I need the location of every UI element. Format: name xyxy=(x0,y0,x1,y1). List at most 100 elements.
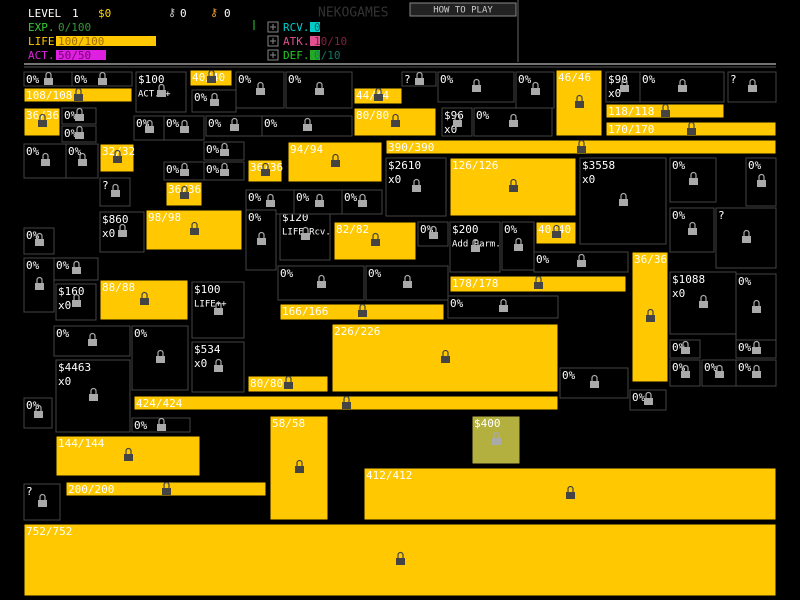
lock-icon xyxy=(76,107,83,114)
tile-label: 0% xyxy=(134,327,148,340)
tile-sublabel: x0 xyxy=(582,173,595,186)
key-count: 0 xyxy=(180,7,187,20)
tile-sublabel: x0 xyxy=(102,227,115,240)
tile-label: 0% xyxy=(26,259,40,272)
tile-label: 94/94 xyxy=(290,143,323,156)
lock-icon xyxy=(76,125,83,132)
lock-icon xyxy=(415,78,424,85)
lock-icon xyxy=(180,169,189,176)
lock-icon xyxy=(371,239,380,246)
how-to-play-label[interactable]: HOW TO PLAY xyxy=(433,6,493,16)
lock-icon xyxy=(392,113,399,120)
life-value: 100/100 xyxy=(58,35,104,48)
tile-label: 88/88 xyxy=(102,281,135,294)
lock-icon xyxy=(716,364,723,371)
lock-icon xyxy=(690,171,697,178)
tile[interactable] xyxy=(65,143,99,179)
lock-icon xyxy=(567,485,574,492)
tile-sublabel: x0 xyxy=(58,375,71,388)
lock-icon xyxy=(208,69,215,76)
lock-icon xyxy=(621,78,628,85)
tile-label: 80/80 xyxy=(250,377,283,390)
tile-label: 0% xyxy=(450,297,464,310)
tile-label: $2610 xyxy=(388,159,421,172)
lock-icon xyxy=(753,299,760,306)
level-label: LEVEL xyxy=(28,7,61,20)
brand: NEKOGAMES xyxy=(318,6,388,21)
lock-icon xyxy=(578,253,585,260)
lock-icon xyxy=(318,274,325,281)
lock-icon xyxy=(566,492,575,499)
tile-label: 0% xyxy=(704,361,718,374)
lock-icon xyxy=(552,231,561,238)
lock-icon xyxy=(231,117,238,124)
def-bar xyxy=(310,50,320,60)
lock-icon xyxy=(215,358,222,365)
key-count: 0 xyxy=(224,7,231,20)
tile-label: 0% xyxy=(536,253,550,266)
rcv-label: RCV. xyxy=(283,21,310,34)
lock-icon xyxy=(688,121,695,128)
tile-label: 752/752 xyxy=(26,525,72,538)
tile-label: 424/424 xyxy=(136,397,183,410)
lock-icon xyxy=(44,78,53,85)
lock-icon xyxy=(163,481,170,488)
lock-icon xyxy=(295,466,304,473)
money: $0 xyxy=(98,7,111,20)
tile-sublabel: x0 xyxy=(608,87,621,100)
tile-label: 0% xyxy=(56,327,70,340)
tile[interactable] xyxy=(235,71,285,109)
lock-icon xyxy=(689,178,698,185)
lock-icon xyxy=(514,244,523,251)
lock-icon xyxy=(532,81,539,88)
lock-icon xyxy=(576,94,583,101)
lock-icon xyxy=(535,275,542,282)
tile-label: 36/36 xyxy=(250,161,283,174)
lock-icon xyxy=(221,162,228,169)
tile-label: $1088 xyxy=(672,273,705,286)
lock-icon xyxy=(753,364,760,371)
lock-icon xyxy=(509,120,518,127)
tile-label: 0% xyxy=(368,267,382,280)
lock-icon xyxy=(75,114,84,121)
life-label: LIFE xyxy=(28,35,55,48)
lock-icon xyxy=(374,94,383,101)
lock-icon xyxy=(396,558,405,565)
lock-icon xyxy=(113,156,122,163)
lock-icon xyxy=(89,394,98,401)
lock-icon xyxy=(359,193,366,200)
lock-icon xyxy=(332,153,339,160)
tile-sublabel: Add Parm. xyxy=(452,240,501,250)
tile[interactable] xyxy=(639,71,725,103)
lock-icon xyxy=(181,119,188,126)
lock-icon xyxy=(79,152,86,159)
lock-icon xyxy=(743,229,750,236)
lock-icon xyxy=(125,447,132,454)
lock-icon xyxy=(111,190,120,197)
lock-icon xyxy=(99,71,106,78)
tile-label: 0% xyxy=(738,275,752,288)
tile-label: 0% xyxy=(632,391,646,404)
lock-icon xyxy=(302,226,309,233)
tile[interactable] xyxy=(669,207,715,253)
tile-label: 0% xyxy=(562,369,576,382)
tile-label: 0% xyxy=(194,91,208,104)
lock-icon xyxy=(262,162,269,169)
lock-icon xyxy=(358,200,367,207)
how-to-play-button[interactable] xyxy=(409,2,517,17)
tile-label: 0% xyxy=(166,163,180,176)
lock-icon xyxy=(645,391,652,398)
tile-label: ? xyxy=(404,73,411,86)
tile-label: $534 xyxy=(194,343,221,356)
lock-icon xyxy=(534,282,543,289)
lock-icon xyxy=(715,371,724,378)
lock-icon xyxy=(473,78,480,85)
lock-icon xyxy=(662,103,669,110)
key-icon: ⚷ xyxy=(168,6,176,19)
lock-icon xyxy=(681,371,690,378)
tile-label: 0% xyxy=(26,229,40,242)
tile-label: 0% xyxy=(74,73,88,86)
tile-label: 166/166 xyxy=(282,305,328,318)
lock-icon xyxy=(181,185,188,192)
